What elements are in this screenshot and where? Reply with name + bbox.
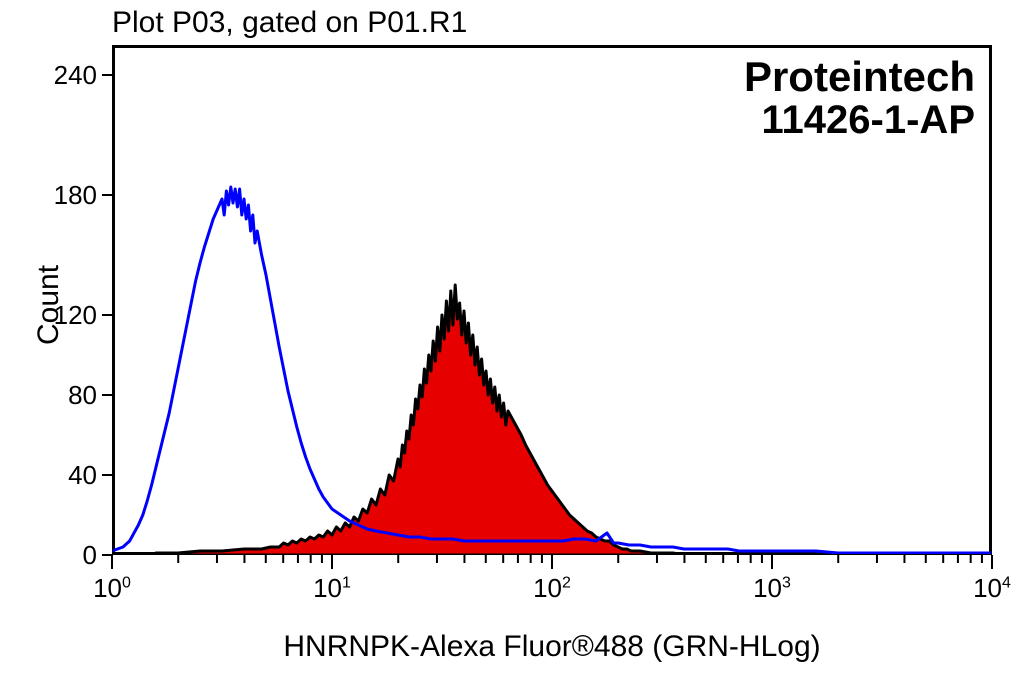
series-red (156, 285, 684, 555)
chart-svg (0, 0, 1015, 683)
chart-container: Plot P03, gated on P01.R1 Proteintech 11… (0, 0, 1015, 683)
